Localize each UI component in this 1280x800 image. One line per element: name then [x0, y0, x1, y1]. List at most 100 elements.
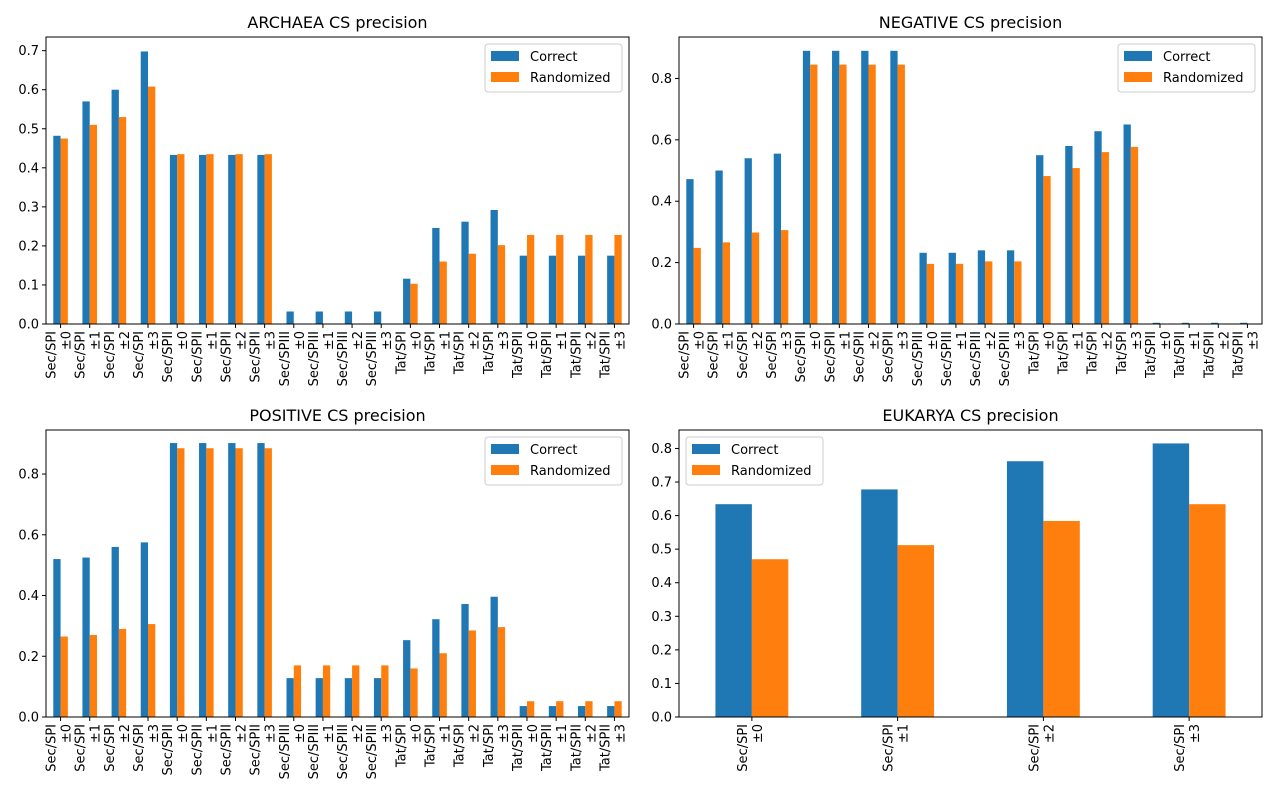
bar-randomized-19	[585, 701, 593, 717]
bar-correct-11	[344, 678, 353, 717]
axes-frame	[45, 36, 630, 325]
x-tick-label: Sec/SPIII±3	[998, 331, 1028, 386]
legend-label-randomized: Randomized	[530, 71, 611, 86]
legend-box	[484, 43, 623, 93]
bar-randomized-10	[322, 665, 331, 717]
x-tick-label: Tat/SPII±2	[569, 331, 599, 379]
x-tick-label-line: ±0	[409, 724, 424, 743]
x-tick-label-line: ±3	[264, 331, 279, 350]
x-tick-label-line: ±2	[468, 331, 483, 350]
bar-correct-20	[607, 255, 615, 324]
x-tick-label: Sec/SPI±1	[74, 724, 104, 772]
x-tick-label-line: ±3	[497, 724, 512, 743]
legend: Correct Randomized	[484, 436, 623, 486]
x-tick-label-line: Tat/SPI	[482, 331, 497, 375]
chart-title: POSITIVE CS precision	[249, 406, 425, 425]
x-tick-label-line: ±3	[897, 331, 912, 350]
x-tick-label-line: Sec/SPII	[249, 724, 264, 776]
chart-panel-2: NEGATIVE CS precision 0.0 0.2 0.4 0.6 0.8 Sec/…	[651, 13, 1263, 386]
x-tick-label-line: Tat/SPII	[540, 724, 555, 772]
bar-correct-5	[169, 154, 178, 324]
legend-label-correct: Correct	[530, 50, 577, 65]
bar-randomized-8	[264, 448, 272, 717]
x-tick-label-line: ±0	[693, 331, 708, 350]
bar-randomized-15	[468, 630, 476, 717]
axes-frame	[678, 429, 1263, 718]
bar-randomized-18	[556, 701, 564, 717]
y-tick-label: 0.3	[18, 200, 39, 215]
y-tick-label: 0.7	[651, 476, 672, 491]
x-tick-label: Sec/SPIII±2	[336, 331, 366, 386]
y-tick-label: 0.0	[651, 711, 672, 726]
bar-correct-19	[1210, 322, 1219, 324]
x-tick-label: Sec/SPII±1	[823, 331, 853, 383]
x-tick-label-line: ±2	[234, 331, 249, 350]
bar-randomized-14	[439, 653, 447, 717]
x-tick-label-line: Sec/SPIII	[307, 724, 322, 779]
bar-correct-13	[403, 278, 411, 324]
x-tick-label: Sec/SPII±0	[161, 724, 191, 776]
bar-correct-7	[228, 443, 236, 717]
x-tick-label-line: ±0	[926, 331, 941, 350]
bar-randomized-7	[868, 64, 876, 324]
y-tick-label: 0.3	[651, 610, 672, 625]
x-tick-label-line: Tat/SPII	[1173, 331, 1188, 379]
bar-correct-10	[315, 311, 323, 324]
x-tick-label-line: Sec/SPIII	[278, 331, 293, 386]
x-tick-label-line: ±2	[1217, 331, 1232, 350]
bar-correct-7	[861, 50, 869, 324]
x-tick-label: Tat/SPII±1	[540, 331, 570, 379]
chart-panel-3: POSITIVE CS precision 0.0 0.2 0.4 0.6 0.8 Sec/…	[18, 406, 630, 779]
legend-label-randomized: Randomized	[1163, 71, 1244, 86]
x-tick-label: Tat/SPI±2	[453, 724, 483, 768]
x-tick-label-line: Sec/SPI	[1173, 724, 1188, 772]
bar-randomized-13	[410, 283, 418, 324]
x-tick-label-line: Sec/SPI	[132, 724, 147, 772]
x-tick-label: Sec/SPII±0	[161, 331, 191, 383]
bar-correct-12	[373, 311, 382, 324]
x-tick-label: Tat/SPI±1	[1057, 331, 1087, 375]
x-tick-label: Sec/SPI±3	[1173, 724, 1203, 772]
bar-randomized-16	[1130, 146, 1139, 324]
x-tick-label-line: Sec/SPIII	[940, 331, 955, 386]
x-tick-label-line: ±0	[60, 724, 75, 743]
x-tick-label-line: Sec/SPI	[103, 331, 118, 379]
chart-panel-4: EUKARYA CS precision 0.0 0.1 0.2 0.3 0.4 0.5 0.…	[651, 406, 1263, 772]
x-tick-label-line: ±1	[722, 331, 737, 350]
x-tick-label-line: ±2	[584, 331, 599, 350]
x-tick-label-line: Tat/SPII	[540, 331, 555, 379]
x-tick-label-line: Tat/SPI	[1115, 331, 1130, 375]
bar-randomized-12	[1014, 261, 1022, 324]
bar-randomized-17	[526, 701, 535, 717]
bar-randomized-9	[293, 665, 302, 717]
x-tick-label-line: Tat/SPI	[453, 724, 468, 768]
chart-title: EUKARYA CS precision	[882, 406, 1058, 425]
bar-correct-7	[228, 154, 236, 324]
legend-swatch-correct	[491, 51, 519, 61]
x-tick-label-line: Sec/SPII	[852, 331, 867, 383]
x-tick-label: Sec/SPIII±0	[278, 724, 308, 779]
bar-randomized-11	[352, 665, 360, 717]
x-tick-label: Sec/SPI±2	[1027, 724, 1057, 772]
x-tick-label: Sec/SPIII±3	[365, 331, 395, 386]
x-tick-label-line: Sec/SPI	[1027, 724, 1042, 772]
x-tick-label-line: ±2	[351, 724, 366, 743]
y-tick-label: 0.5	[651, 543, 672, 558]
x-tick-label-line: ±0	[751, 724, 766, 743]
x-tick-label-line: ±2	[1042, 724, 1057, 743]
bar-correct-5	[169, 443, 178, 717]
x-tick-label-line: Sec/SPI	[882, 724, 897, 772]
x-tick-label: Sec/SPII±1	[190, 724, 220, 776]
x-tick-label-line: Sec/SPII	[161, 331, 176, 383]
bar-correct-14	[432, 619, 440, 717]
bar-correct-10	[315, 678, 323, 717]
bar-correct-1	[53, 559, 61, 717]
x-tick-label-line: Sec/SPI	[45, 724, 60, 772]
x-tick-label-line: ±1	[89, 331, 104, 350]
x-tick-label: Tat/SPII±0	[511, 331, 541, 379]
bar-correct-9	[919, 252, 927, 324]
x-tick-label-line: Tat/SPII	[1231, 331, 1246, 379]
x-tick-label-line: ±3	[1130, 331, 1145, 350]
x-tick-label-line: Tat/SPI	[482, 724, 497, 768]
